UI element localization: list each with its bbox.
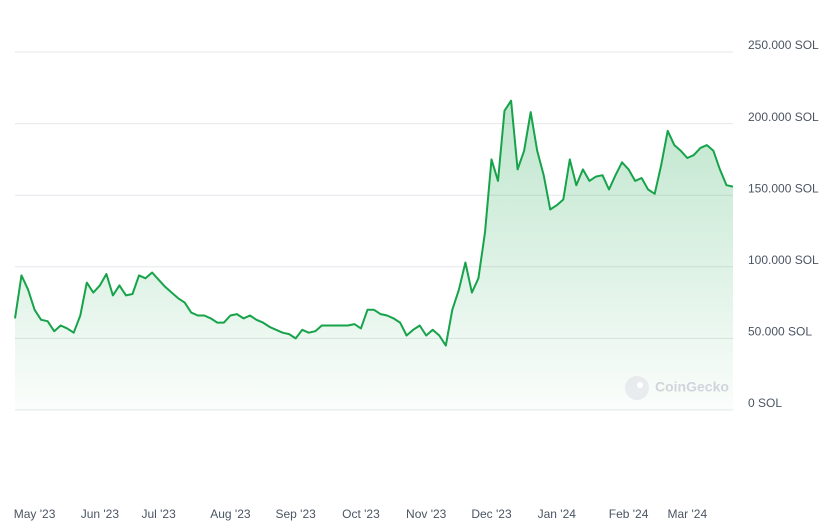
x-tick-label: Aug '23	[210, 507, 251, 521]
area	[15, 100, 733, 410]
y-tick-label: 150.000 SOL	[748, 181, 819, 195]
x-tick-label: Nov '23	[406, 507, 447, 521]
x-tick-label: Sep '23	[276, 507, 317, 521]
watermark: CoinGecko	[655, 379, 729, 395]
x-tick-label: Jun '23	[81, 507, 120, 521]
x-tick-label: Oct '23	[342, 507, 380, 521]
x-tick-label: Dec '23	[471, 507, 512, 521]
y-tick-label: 200.000 SOL	[748, 110, 819, 124]
y-tick-label: 100.000 SOL	[748, 253, 819, 267]
y-tick-label: 0 SOL	[748, 396, 782, 410]
x-tick-label: May '23	[14, 507, 56, 521]
y-tick-label: 50.000 SOL	[748, 325, 812, 339]
x-tick-label: Jul '23	[141, 507, 176, 521]
y-tick-label: 250.000 SOL	[748, 38, 819, 52]
watermark-logo	[625, 376, 649, 400]
price-line	[14, 99, 734, 347]
x-tick-label: Feb '24	[609, 507, 649, 521]
x-tick-label: Mar '24	[667, 507, 707, 521]
x-tick-label: Jan '24	[538, 507, 577, 521]
